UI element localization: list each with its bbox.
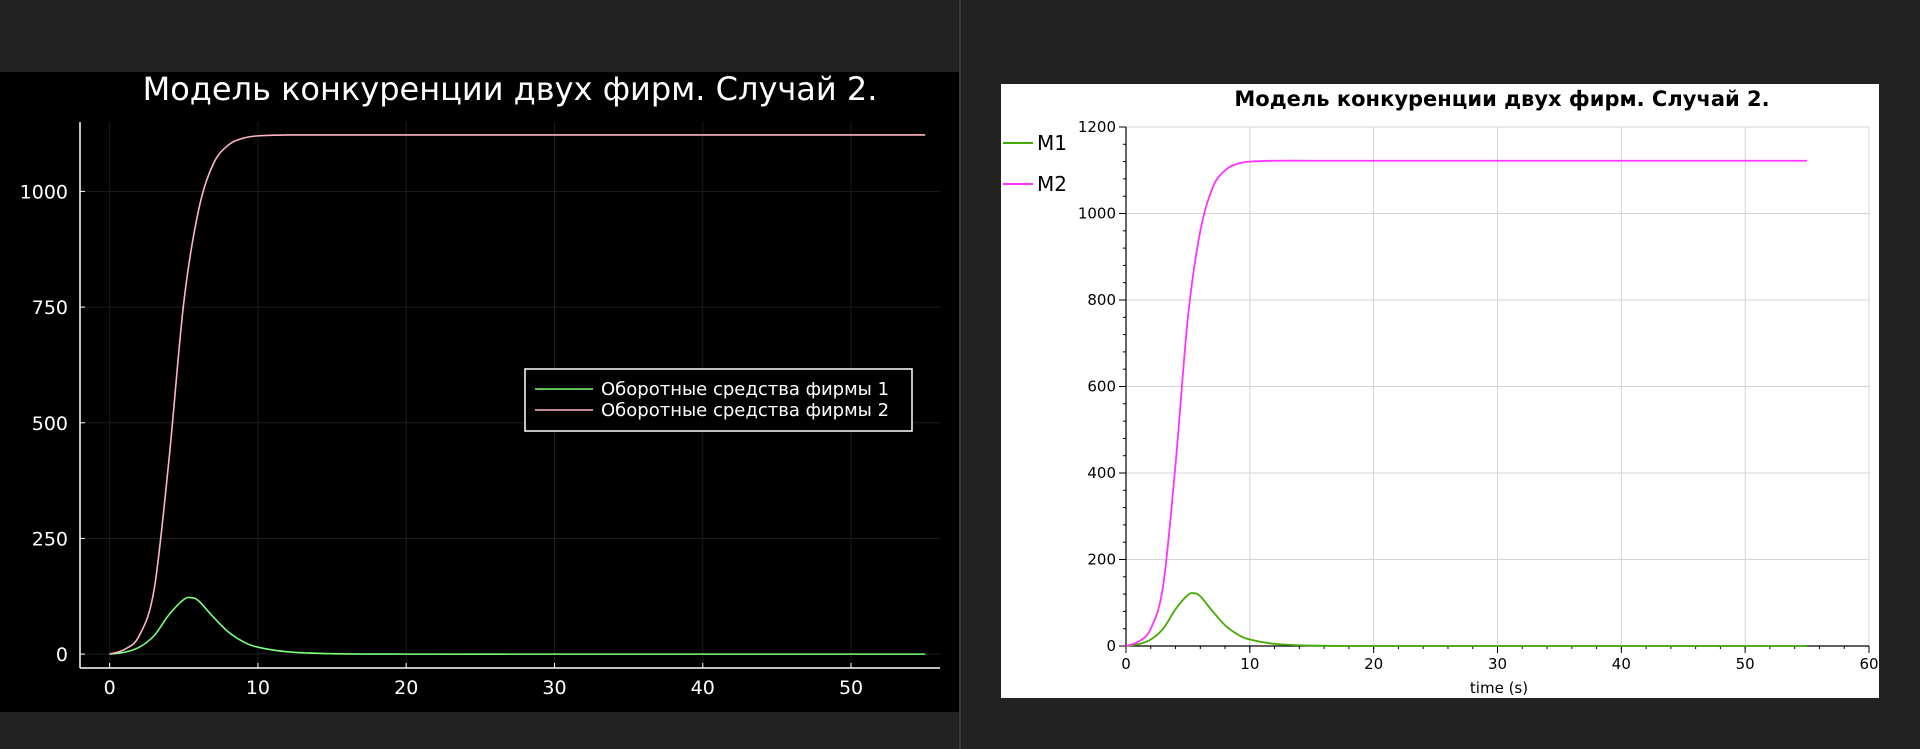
chart-right-legend-label-1: M1 bbox=[1037, 131, 1067, 155]
chart-left-y-tick-label: 500 bbox=[32, 413, 68, 435]
chart-right-x-tick-label: 40 bbox=[1612, 655, 1631, 673]
chart-right-legend-label-2: M2 bbox=[1037, 172, 1067, 196]
chart-left-legend-label-1: Оборотные средства фирмы 1 bbox=[601, 379, 889, 400]
chart-right-series bbox=[1125, 159, 1808, 647]
chart-left-x-tick-label: 10 bbox=[246, 677, 270, 699]
chart-left: Модель конкуренции двух фирм. Случай 2. … bbox=[0, 72, 959, 712]
chart-right-x-tick-label: 10 bbox=[1240, 655, 1259, 673]
chart-right-series-line-1 bbox=[1125, 592, 1808, 647]
chart-right: Модель конкуренции двух фирм. Случай 2. … bbox=[1001, 84, 1879, 698]
chart-left-y-tick-label: 750 bbox=[32, 297, 68, 319]
chart-right-y-tick-label: 800 bbox=[1087, 291, 1116, 309]
chart-left-x-tick-label: 30 bbox=[542, 677, 566, 699]
chart-left-title: Модель конкуренции двух фирм. Случай 2. bbox=[143, 72, 878, 108]
chart-right-series-line-2 bbox=[1125, 159, 1808, 647]
chart-left-grid bbox=[80, 122, 940, 668]
chart-right-legend: M1 M2 bbox=[1003, 131, 1067, 196]
chart-right-x-tick-label: 30 bbox=[1488, 655, 1507, 673]
chart-right-title: Модель конкуренции двух фирм. Случай 2. bbox=[1234, 87, 1769, 111]
chart-right-y-tick-label: 600 bbox=[1087, 378, 1116, 396]
chart-right-y-tick-label: 200 bbox=[1087, 551, 1116, 569]
chart-left-legend-box bbox=[524, 368, 913, 432]
chart-left-x-tick-label: 50 bbox=[839, 677, 863, 699]
chart-right-xlabel: time (s) bbox=[1470, 679, 1528, 697]
chart-right-x-tick-label: 20 bbox=[1364, 655, 1383, 673]
chart-right-y-tick-label: 400 bbox=[1087, 464, 1116, 482]
chart-right-y-tick-label: 0 bbox=[1106, 637, 1116, 655]
chart-left-series-line-1 bbox=[109, 596, 926, 655]
chart-left-series bbox=[109, 134, 926, 655]
chart-left-legend-label-2: Оборотные средства фирмы 2 bbox=[601, 400, 889, 421]
chart-left-series-line-2 bbox=[109, 134, 926, 655]
chart-right-background bbox=[1001, 84, 1879, 698]
chart-left-y-tick-label: 1000 bbox=[20, 181, 68, 203]
chart-left-x-tick-label: 20 bbox=[394, 677, 418, 699]
chart-left-y-tick-label: 0 bbox=[56, 644, 68, 666]
chart-right-x-tick-label: 50 bbox=[1736, 655, 1755, 673]
chart-left-x-tick-label: 0 bbox=[104, 677, 116, 699]
chart-left-axes bbox=[79, 122, 940, 669]
chart-right-y-tick-label: 1000 bbox=[1078, 205, 1116, 223]
panel-divider bbox=[959, 0, 961, 749]
chart-right-x-tick-label: 0 bbox=[1121, 655, 1131, 673]
chart-right-x-tick-label: 60 bbox=[1859, 655, 1878, 673]
chart-right-y-tick-label: 1200 bbox=[1078, 118, 1116, 136]
chart-left-x-tick-label: 40 bbox=[691, 677, 715, 699]
chart-left-y-tick-label: 250 bbox=[32, 528, 68, 550]
